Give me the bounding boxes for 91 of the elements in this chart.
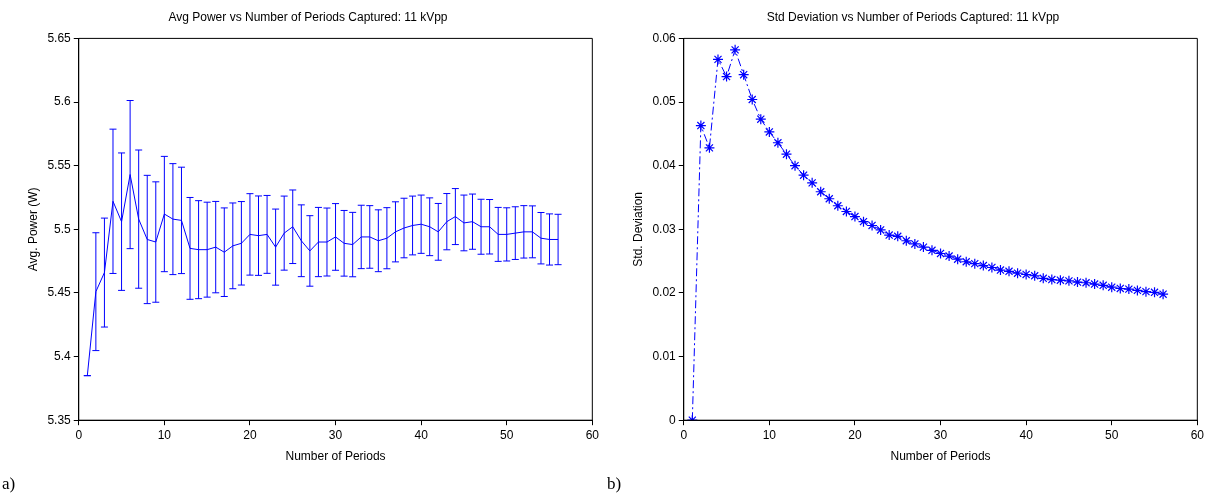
point	[994, 264, 1007, 276]
point	[703, 142, 716, 154]
point	[1003, 265, 1015, 277]
y-tick-label: 0.02	[652, 285, 677, 300]
point	[1157, 288, 1169, 300]
y-tick-label: 5.5	[54, 221, 72, 236]
point	[797, 169, 810, 181]
x-tick-label: 20	[243, 427, 257, 442]
x-tick-label: 20	[848, 427, 862, 442]
y-tick-label: 5.4	[54, 348, 72, 363]
point	[789, 160, 801, 172]
point	[934, 247, 947, 260]
point	[960, 256, 972, 268]
point	[1029, 270, 1041, 282]
point	[1020, 268, 1032, 281]
point	[840, 205, 852, 218]
x-tick-label: 30	[328, 427, 343, 442]
point	[832, 200, 844, 212]
point	[917, 241, 930, 253]
y-tick-label: 5.65	[47, 30, 72, 45]
point	[900, 235, 912, 247]
point	[892, 230, 904, 242]
y-tick-label: 0.01	[652, 348, 677, 363]
chart-title: Std Deviation vs Number of Periods Captured: 11 kVpp	[766, 9, 1060, 24]
point	[849, 210, 861, 223]
point	[1037, 272, 1049, 284]
x-axis-title: Number of Periods	[285, 449, 386, 464]
x-axis-title: Number of Periods	[890, 449, 991, 464]
point	[943, 250, 955, 262]
point	[866, 219, 878, 232]
point	[1140, 286, 1152, 298]
x-tick-label: 40	[1019, 427, 1034, 442]
point	[1011, 267, 1024, 279]
point	[875, 224, 887, 236]
point	[755, 113, 767, 125]
x-tick-label: 60	[585, 427, 600, 442]
point	[909, 238, 921, 250]
x-tick-label: 60	[1190, 427, 1205, 442]
y-tick-label: 5.55	[47, 157, 72, 172]
point	[986, 261, 998, 274]
y-tick-label: 0.04	[652, 157, 677, 172]
y-axis-title: Std. Deviation	[630, 191, 645, 267]
y-axis-title: Avg. Power (W)	[25, 187, 40, 272]
point	[763, 126, 775, 138]
point	[969, 258, 981, 270]
x-tick-label: 0	[75, 427, 83, 442]
point	[1046, 273, 1058, 286]
x-tick-label: 40	[414, 427, 429, 442]
point	[806, 177, 818, 189]
text: b)	[607, 474, 622, 494]
point	[1063, 275, 1075, 287]
point	[1131, 284, 1144, 296]
point	[729, 44, 741, 56]
point	[1089, 278, 1101, 290]
y-tick-label: 0.06	[652, 30, 677, 45]
x-tick-label: 30	[933, 427, 948, 442]
point	[780, 148, 793, 160]
x-tick-label: 50	[1105, 427, 1119, 442]
point	[952, 253, 964, 265]
point	[1097, 279, 1109, 291]
x-tick-label: 50	[500, 427, 514, 442]
point	[712, 53, 724, 65]
point	[926, 244, 938, 256]
y-tick-label: 5.35	[47, 412, 72, 427]
point	[883, 229, 895, 241]
point	[772, 137, 784, 149]
point	[1123, 283, 1135, 295]
point	[1080, 277, 1092, 289]
point	[977, 259, 989, 272]
text: a)	[2, 474, 16, 494]
point	[1114, 282, 1126, 295]
point	[1106, 281, 1118, 293]
y-tick-label: 0	[669, 412, 677, 427]
point	[695, 119, 707, 132]
point	[815, 186, 827, 198]
chart-title: Avg Power vs Number of Periods Captured: 11 kVpp	[168, 9, 448, 24]
y-tick-label: 0.03	[652, 221, 677, 236]
point	[857, 216, 870, 228]
y-tick-label: 5.6	[54, 94, 72, 109]
point	[1071, 276, 1084, 288]
point	[1148, 286, 1161, 298]
point	[746, 93, 758, 106]
point	[720, 70, 733, 83]
x-tick-label: 10	[157, 427, 172, 442]
point	[738, 69, 750, 81]
x-tick-label: 10	[762, 427, 777, 442]
x-tick-label: 0	[680, 427, 688, 442]
y-tick-label: 0.05	[652, 94, 677, 109]
point	[823, 193, 835, 205]
point	[1054, 274, 1066, 286]
y-tick-label: 5.45	[47, 285, 72, 300]
